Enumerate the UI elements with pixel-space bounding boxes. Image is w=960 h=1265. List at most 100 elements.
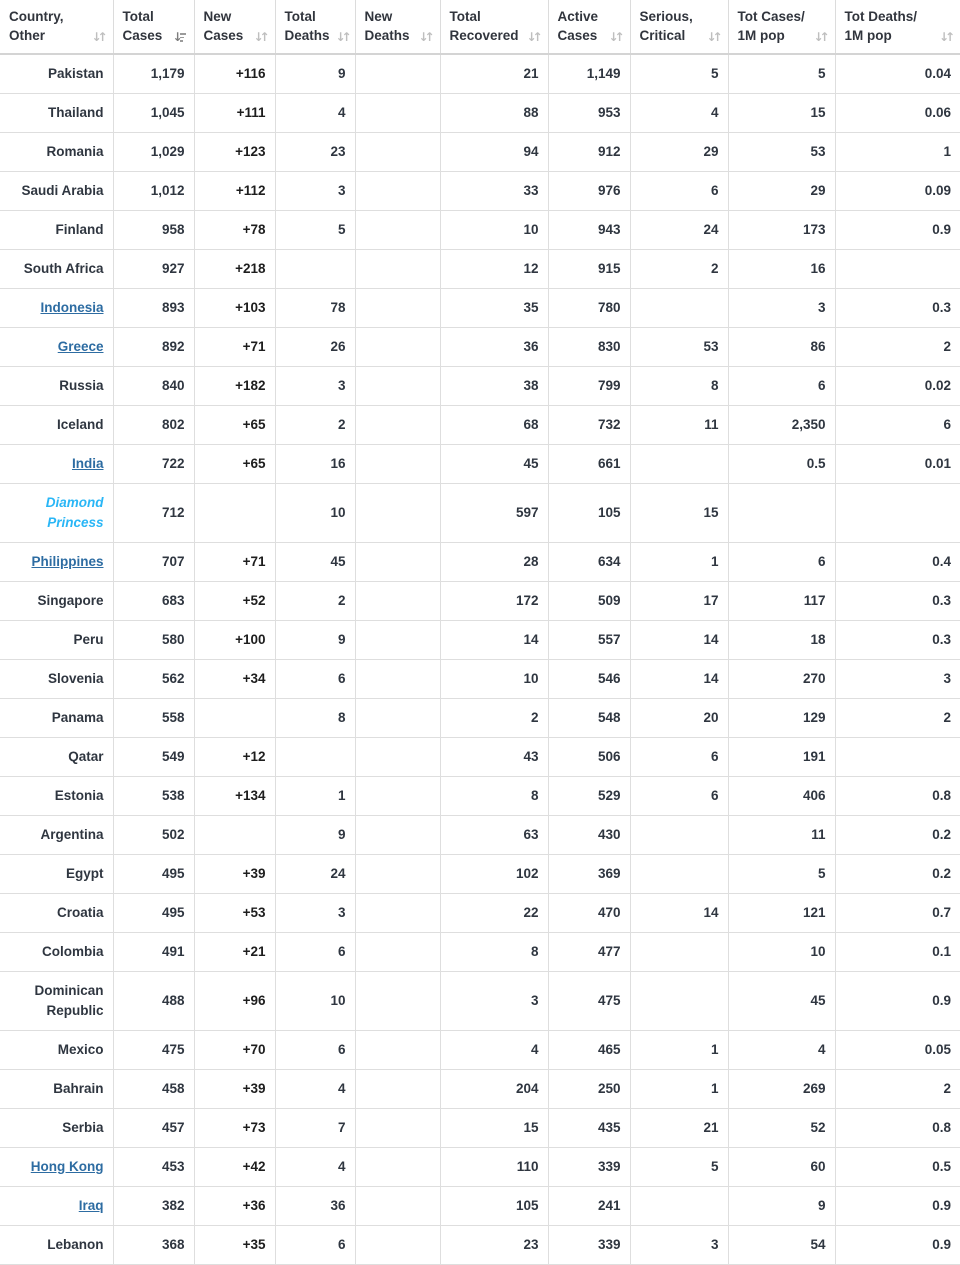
column-header-tdeaths[interactable]: Total Deaths ↓ ↑	[275, 0, 356, 55]
column-header-active[interactable]: Active Cases ↓ ↑	[548, 0, 631, 55]
cell-tdeaths: 6	[275, 1225, 356, 1265]
cell-active: 661	[548, 444, 631, 484]
cell-cases1m: 16	[728, 249, 836, 289]
sort-both-icon[interactable]: ↓ ↑	[706, 30, 723, 44]
column-header-serious[interactable]: Serious, Critical ↓ ↑	[630, 0, 729, 55]
cell-tcases: 927	[113, 249, 195, 289]
column-header-label-line1: Tot Cases/	[737, 9, 805, 24]
cell-tcases: 488	[113, 971, 195, 1031]
cell-trecov: 597	[440, 483, 549, 543]
cell-country: Lebanon	[0, 1225, 114, 1265]
cell-ncases	[194, 815, 276, 855]
cell-country: Panama	[0, 698, 114, 738]
cell-tdeaths: 10	[275, 483, 356, 543]
cell-deaths1m: 0.04	[835, 54, 960, 94]
cell-tcases: 495	[113, 893, 195, 933]
cell-trecov: 88	[440, 93, 549, 133]
cell-tdeaths: 2	[275, 581, 356, 621]
country-link[interactable]: Indonesia	[40, 300, 104, 315]
country-label: Colombia	[41, 944, 104, 959]
sort-both-icon[interactable]: ↓ ↑	[335, 30, 352, 44]
cell-serious: 4	[630, 93, 729, 133]
cell-trecov: 10	[440, 659, 549, 699]
cell-tdeaths: 4	[275, 1147, 356, 1187]
column-header-deaths1m[interactable]: Tot Deaths/1M pop ↓ ↑	[835, 0, 960, 55]
cell-deaths1m: 6	[835, 405, 960, 445]
column-header-label-line2: Recovered	[449, 28, 519, 43]
column-header-label-line1: Active	[557, 9, 599, 24]
cell-ndeaths: +2	[355, 932, 441, 972]
cell-ndeaths: +1	[355, 815, 441, 855]
sort-both-icon[interactable]: ↓ ↑	[813, 30, 830, 44]
sort-desc-icon[interactable]: ↓	[173, 30, 186, 44]
cell-ncases: +35	[194, 1225, 276, 1265]
cell-tdeaths: 3	[275, 171, 356, 211]
column-header-cases1m[interactable]: Tot Cases/1M pop ↓ ↑	[728, 0, 836, 55]
column-header-label-line2: Deaths	[364, 28, 410, 43]
country-link[interactable]: India	[71, 456, 104, 471]
cell-ncases: +100	[194, 620, 276, 660]
cell-active: 953	[548, 93, 631, 133]
table-row: Bahrain 458 +39 4 204 250 1 269 2	[0, 1069, 960, 1109]
cell-deaths1m	[835, 737, 960, 777]
cell-serious: 1	[630, 1030, 729, 1070]
column-header-label-line1: Total	[449, 9, 481, 24]
sort-both-icon[interactable]: ↓ ↑	[526, 30, 543, 44]
table-row: Finland 958 +78 5 +2 10 943 24 173 0.9	[0, 210, 960, 250]
sort-both-icon[interactable]: ↓ ↑	[939, 30, 956, 44]
cell-cases1m: 5	[728, 54, 836, 94]
cell-deaths1m: 0.09	[835, 171, 960, 211]
cell-ndeaths	[355, 1225, 441, 1265]
cell-tcases: 502	[113, 815, 195, 855]
cell-serious: 3	[630, 1225, 729, 1265]
cell-ncases: +218	[194, 249, 276, 289]
column-header-country[interactable]: Country, Other ↓ ↑	[0, 0, 114, 55]
column-header-tcases[interactable]: Total Cases ↓	[113, 0, 195, 55]
cell-deaths1m: 0.06	[835, 93, 960, 133]
cell-active: 435	[548, 1108, 631, 1148]
country-label: Panama	[51, 710, 104, 725]
sort-both-icon[interactable]: ↓ ↑	[418, 30, 435, 44]
country-ship-label[interactable]: Diamond Princess	[45, 495, 104, 530]
table-row: Croatia 495 +53 3 +2 22 470 14 121 0.7	[0, 893, 960, 933]
column-header-label-line2: 1M pop	[844, 28, 892, 43]
table-row: Estonia 538 +134 1 8 529 6 406 0.8	[0, 776, 960, 816]
column-header-ndeaths[interactable]: New Deaths ↓ ↑	[355, 0, 441, 55]
country-link[interactable]: Iraq	[78, 1198, 104, 1213]
cell-tcases: 458	[113, 1069, 195, 1109]
cell-active: 105	[548, 483, 631, 543]
cell-ndeaths	[355, 93, 441, 133]
country-link[interactable]: Hong Kong	[30, 1159, 104, 1174]
cell-ndeaths: +6	[355, 132, 441, 172]
cell-tcases: 893	[113, 288, 195, 328]
cell-trecov: 15	[440, 1108, 549, 1148]
cell-tcases: 802	[113, 405, 195, 445]
cell-ncases: +12	[194, 737, 276, 777]
cell-tcases: 457	[113, 1108, 195, 1148]
column-header-ncases[interactable]: New Cases ↓ ↑	[194, 0, 276, 55]
cell-ncases: +70	[194, 1030, 276, 1070]
column-header-label-line2: Cases	[557, 28, 598, 43]
sort-both-icon[interactable]: ↓ ↑	[608, 30, 625, 44]
country-link[interactable]: Philippines	[31, 554, 104, 569]
cell-cases1m: 15	[728, 93, 836, 133]
column-header-trecov[interactable]: Total Recovered ↓ ↑	[440, 0, 549, 55]
table-row: Pakistan 1,179 +116 9 +1 21 1,149 5 5 0.04	[0, 54, 960, 94]
sort-both-icon[interactable]: ↓ ↑	[253, 30, 270, 44]
cell-tdeaths: 6	[275, 932, 356, 972]
cell-country: Peru	[0, 620, 114, 660]
column-header-label-line2: Cases	[203, 28, 244, 43]
cell-ndeaths	[355, 776, 441, 816]
country-link[interactable]: Greece	[57, 339, 104, 354]
column-header-label-line1: Tot Deaths/	[844, 9, 918, 24]
table-row: South Africa 927 +218 12 915 2 16	[0, 249, 960, 289]
cell-active: 915	[548, 249, 631, 289]
cell-country: Philippines	[0, 542, 114, 582]
cell-cases1m: 6	[728, 366, 836, 406]
table-row: Dominican Republic 488 +96 10 3 475 45 0.9	[0, 971, 960, 1031]
cell-serious	[630, 815, 729, 855]
column-header-label-line1: Country,	[9, 9, 64, 24]
sort-both-icon[interactable]: ↓ ↑	[91, 30, 108, 44]
cell-deaths1m: 0.05	[835, 1030, 960, 1070]
